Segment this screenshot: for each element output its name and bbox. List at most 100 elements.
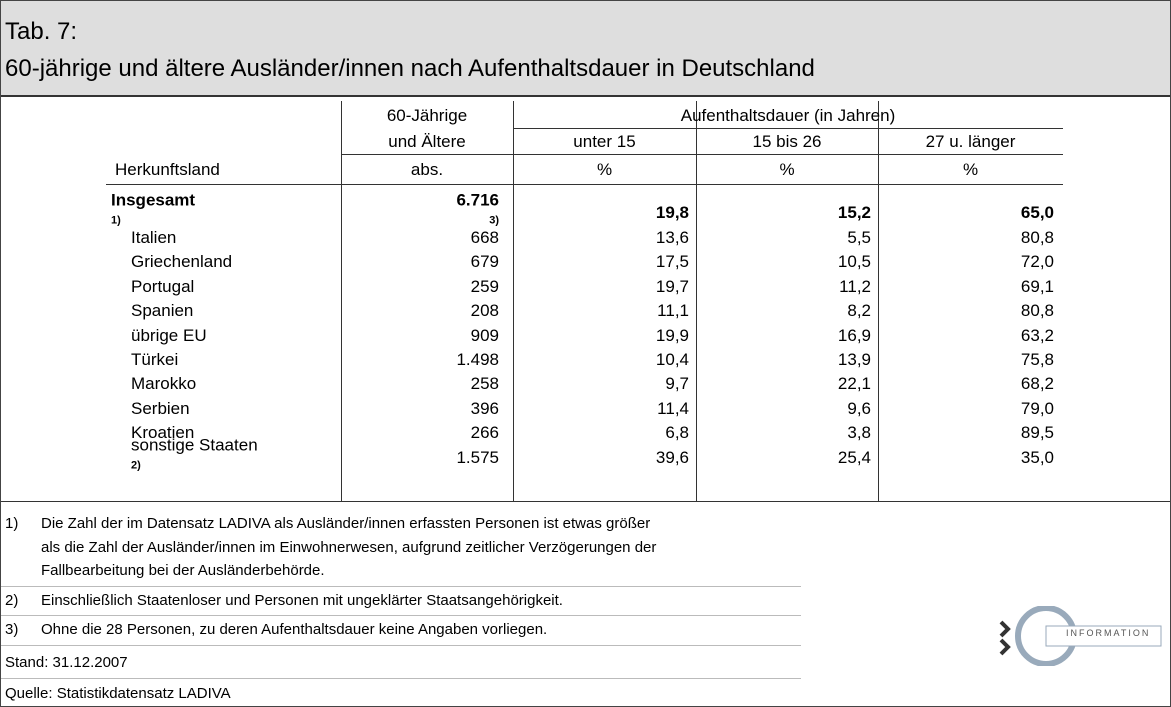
cell: 208 xyxy=(471,301,499,321)
cell-text: 63,2 xyxy=(1020,325,1054,345)
cell: 259 xyxy=(471,277,499,297)
cell: 16,9 xyxy=(838,326,871,346)
row-label: Türkei xyxy=(131,350,178,370)
row-label: Insgesamt 1) xyxy=(111,191,195,236)
cell-text: 79,0 xyxy=(1020,398,1054,418)
cell-text: 75,8 xyxy=(1020,350,1054,369)
cell: 10,5 xyxy=(838,252,871,272)
cell-text: 13,6 xyxy=(655,228,689,247)
footnote-marker: 1) xyxy=(111,214,121,227)
cell-text: 9,7 xyxy=(665,374,689,394)
cell: 9,7 xyxy=(665,374,689,394)
cell-text: 10,4 xyxy=(655,350,689,369)
row-label: sonstige Staaten 2) xyxy=(131,435,258,480)
footnote-text: als die Zahl der Ausländer/innen im Einw… xyxy=(41,538,657,556)
cell-text: 19,8 xyxy=(655,203,689,222)
cell: 11,1 xyxy=(657,301,689,321)
cell: 1.575 xyxy=(456,448,499,468)
cell: 80,8 xyxy=(1021,228,1054,248)
cell-text: 8,2 xyxy=(847,301,871,321)
cell-text: 72,0 xyxy=(1020,252,1054,272)
cell: 396 xyxy=(471,399,499,419)
cell: 35,0 xyxy=(1021,448,1054,468)
cell-text: 19,9 xyxy=(655,325,689,345)
cell-text: 5,5 xyxy=(847,228,871,247)
cell-text: 39,6 xyxy=(655,447,689,467)
footnote-rule xyxy=(1,615,801,616)
cell: 69,1 xyxy=(1021,277,1054,297)
footnote-marker: 1) xyxy=(5,515,19,532)
cell-text: 396 xyxy=(470,398,499,418)
footnote-text: Ohne die 28 Personen, zu deren Aufenthal… xyxy=(41,621,548,638)
cell: 75,8 xyxy=(1021,350,1054,370)
cell: 13,6 xyxy=(656,228,689,248)
footnote-marker: 3) xyxy=(489,214,499,227)
cell: 909 xyxy=(471,326,499,346)
cell: 8,2 xyxy=(847,301,871,321)
cell: 89,5 xyxy=(1021,423,1054,443)
cell: 679 xyxy=(471,252,499,272)
cell-text: 6.716 xyxy=(456,190,499,210)
header-cell: % xyxy=(779,160,795,179)
cell-text: 208 xyxy=(470,301,499,321)
logo-bar xyxy=(1045,625,1162,647)
cell-text: 9,6 xyxy=(847,398,871,418)
column-rule xyxy=(341,101,342,501)
cell: 22,1 xyxy=(838,374,871,394)
cell-text: 69,1 xyxy=(1020,276,1054,296)
cell-text: 6,8 xyxy=(665,423,689,443)
logo-chevron xyxy=(999,620,1011,638)
logo-text: INFORMATION xyxy=(1066,628,1151,638)
row-label-text: Marokko xyxy=(131,374,197,394)
cell-text: 258 xyxy=(470,374,499,394)
row-label-text: Insgesamt xyxy=(111,190,196,210)
cell-text: 15,2 xyxy=(837,203,871,222)
cell-text: 266 xyxy=(470,423,499,443)
cell: 1.498 xyxy=(456,350,499,370)
footnote-rule xyxy=(1,644,801,646)
header-rule xyxy=(106,184,1063,185)
cell: 3,8 xyxy=(847,423,871,443)
table-bottom xyxy=(1,501,1170,502)
row-label: Italien xyxy=(131,228,176,248)
cell-text: 10,5 xyxy=(837,252,871,272)
row-label-text: Türkei xyxy=(131,350,179,369)
cell-text: 909 xyxy=(470,325,499,345)
cell: 72,0 xyxy=(1021,252,1054,272)
logo: INFORMATION xyxy=(986,605,1166,667)
cell-text: 11,4 xyxy=(657,398,689,418)
cell-text: 22,1 xyxy=(837,374,871,394)
header-rule xyxy=(341,154,1063,155)
cell-text: 16,9 xyxy=(837,325,871,345)
header-cell: und Ältere xyxy=(388,132,466,151)
row-label-text: Italien xyxy=(131,228,177,247)
footnote-marker: 2) xyxy=(131,459,141,472)
footnote-rule xyxy=(1,678,801,679)
cell: 5,5 xyxy=(847,228,871,248)
cell-text: 1.498 xyxy=(456,350,499,369)
cell: 6,8 xyxy=(665,423,689,443)
header-rule xyxy=(513,128,1063,129)
cell: 19,9 xyxy=(656,326,689,346)
cell: 68,2 xyxy=(1021,374,1054,394)
cell-text: 679 xyxy=(470,252,499,272)
logo-graphic xyxy=(999,605,1162,667)
footnote-rule xyxy=(1,585,801,587)
footnote-marker: 2) xyxy=(5,591,19,609)
cell: 17,5 xyxy=(656,252,689,272)
cell: 6.716 3) xyxy=(456,191,499,236)
row-label-text: Kroatien xyxy=(131,423,195,443)
cell-text: 68,2 xyxy=(1020,374,1054,394)
header-cell: Aufenthaltsdauer (in Jahren) xyxy=(680,106,896,125)
cell-text: 1.575 xyxy=(456,447,499,467)
header-cell: 27 u. länger xyxy=(925,132,1016,151)
row-label: Serbien xyxy=(131,399,190,419)
cell: 258 xyxy=(471,374,499,394)
cell: 19,8 xyxy=(656,203,689,223)
title-line: Tab. 7: xyxy=(5,18,78,45)
row-label: Kroatien xyxy=(131,423,194,443)
row-label: Griechenland xyxy=(131,252,232,272)
cell: 9,6 xyxy=(847,399,871,419)
row-label-text: Serbien xyxy=(131,398,190,418)
column-rule xyxy=(696,101,697,501)
